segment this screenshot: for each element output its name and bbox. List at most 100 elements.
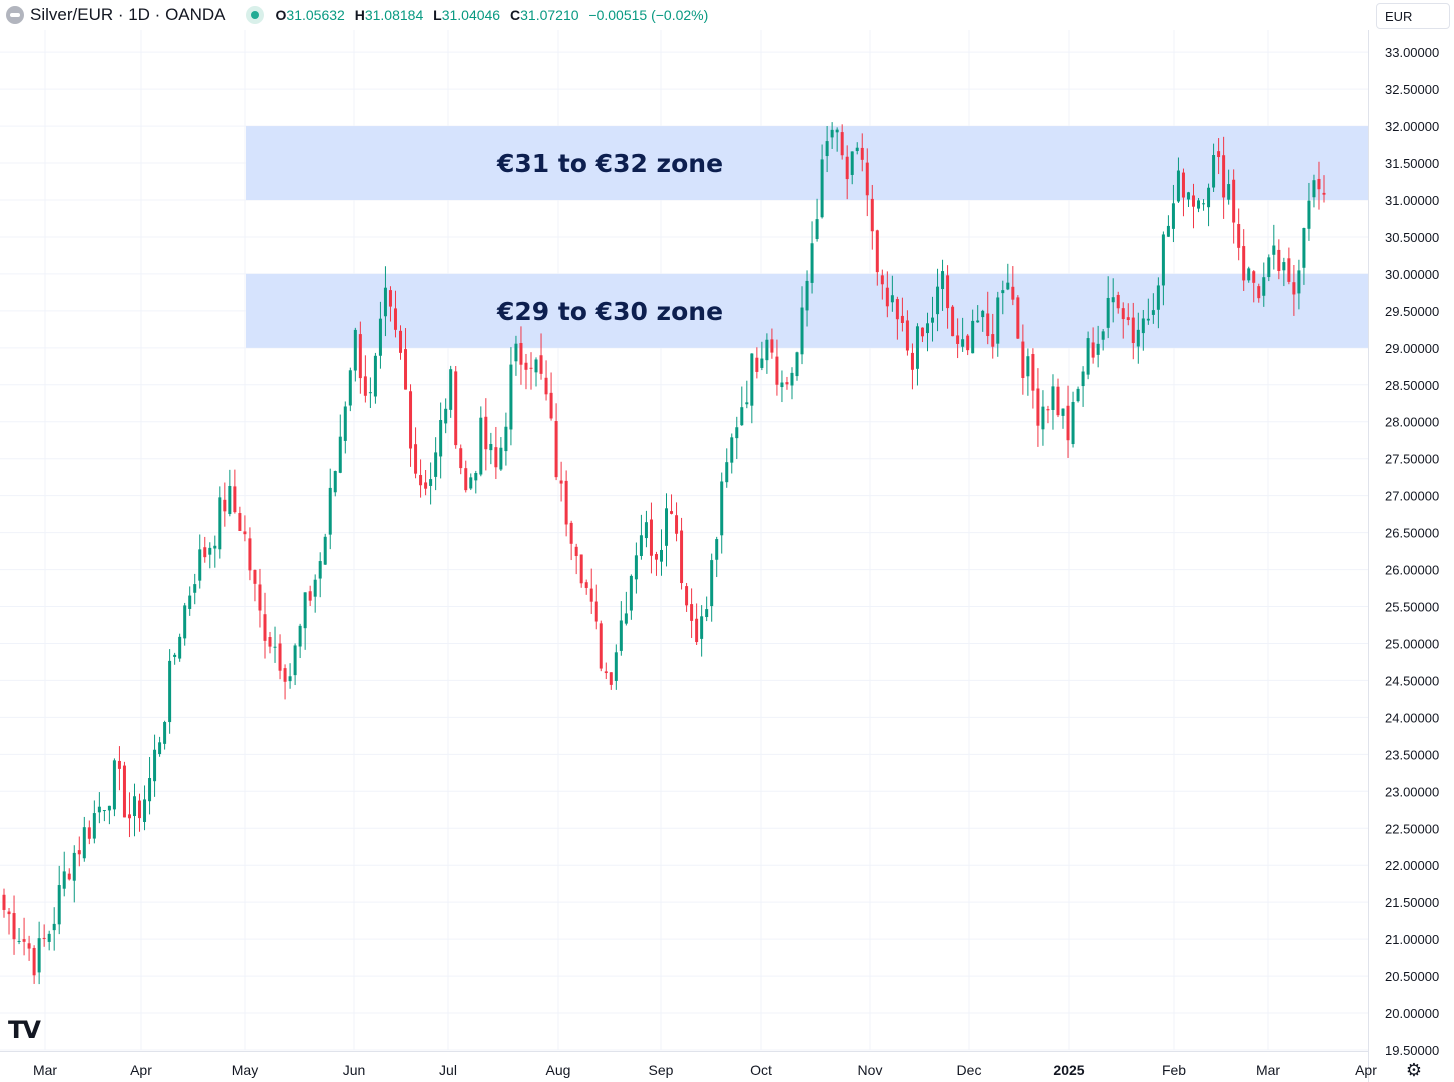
candle-body[interactable] [845,156,849,180]
candle-body[interactable] [589,588,593,602]
candle-body[interactable] [1041,406,1045,430]
candle-body[interactable] [494,447,498,468]
candle-body[interactable] [1197,200,1201,209]
candle-body[interactable] [419,475,423,486]
candle-body[interactable] [770,339,774,353]
candle-body[interactable] [122,765,126,818]
candle-body[interactable] [885,287,889,307]
zone-band[interactable] [246,126,1368,200]
candle-body[interactable] [670,511,674,514]
candle-body[interactable] [293,645,297,676]
candle-body[interactable] [614,652,618,681]
candle-body[interactable] [273,646,277,648]
candle-body[interactable] [1312,180,1316,198]
candle-body[interactable] [414,444,418,474]
candle-body[interactable] [163,722,167,744]
candle-body[interactable] [383,287,387,317]
candle-body[interactable] [218,497,222,550]
candle-body[interactable] [148,778,152,802]
candle-body[interactable] [1151,310,1155,315]
candle-body[interactable] [559,480,563,484]
candle-body[interactable] [740,407,744,426]
candle-body[interactable] [554,421,558,478]
candle-body[interactable] [1141,318,1145,334]
candle-body[interactable] [1001,290,1005,294]
candle-body[interactable] [925,323,929,334]
candle-body[interactable] [1232,179,1236,223]
candle-body[interactable] [1111,297,1115,303]
candle-body[interactable] [1171,203,1175,229]
candle-body[interactable] [815,219,819,240]
candle-body[interactable] [805,280,809,311]
candle-body[interactable] [1247,268,1251,281]
candle-body[interactable] [208,547,212,555]
candle-body[interactable] [680,530,684,584]
candle-body[interactable] [675,515,679,534]
candle-body[interactable] [87,827,91,839]
candle-body[interactable] [850,151,854,175]
candle-body[interactable] [865,162,869,196]
candle-body[interactable] [1136,329,1140,347]
candle-body[interactable] [107,805,111,811]
candle-body[interactable] [1031,354,1035,391]
candle-body[interactable] [67,873,71,880]
candle-body[interactable] [338,436,342,473]
candle-body[interactable] [399,330,403,353]
candle-body[interactable] [1252,271,1256,283]
candle-body[interactable] [1051,386,1055,410]
candle-body[interactable] [665,508,669,546]
candle-body[interactable] [1222,155,1226,198]
candle-body[interactable] [102,810,106,812]
candle-body[interactable] [1267,257,1271,278]
candle-body[interactable] [604,671,608,674]
candle-body[interactable] [549,392,553,419]
candle-body[interactable] [328,487,332,535]
candle-body[interactable] [594,601,598,622]
candle-body[interactable] [1287,258,1291,282]
candle-body[interactable] [690,604,694,621]
candle-body[interactable] [1146,318,1150,321]
candle-body[interactable] [1302,228,1306,268]
candle-body[interactable] [62,871,66,889]
candle-body[interactable] [288,676,292,682]
candle-body[interactable] [1131,317,1135,344]
candle-body[interactable] [1056,386,1060,416]
candle-body[interactable] [895,299,899,320]
candle-body[interactable] [358,334,362,379]
candle-body[interactable] [875,230,879,273]
candle-body[interactable] [27,943,31,949]
candle-body[interactable] [1242,246,1246,281]
candle-body[interactable] [434,452,438,477]
candle-body[interactable] [890,295,894,303]
candle-body[interactable] [624,613,628,624]
candle-body[interactable] [138,800,142,819]
candle-body[interactable] [659,549,663,562]
candle-body[interactable] [956,335,960,344]
candle-body[interactable] [97,806,101,813]
candle-body[interactable] [855,147,859,152]
candle-body[interactable] [790,372,794,386]
candle-body[interactable] [153,749,157,782]
candle-body[interactable] [524,362,528,370]
candle-body[interactable] [253,569,257,584]
candle-body[interactable] [243,531,247,535]
candle-body[interactable] [971,320,975,354]
candle-body[interactable] [946,275,950,309]
candle-body[interactable] [1297,270,1301,294]
candle-body[interactable] [1026,356,1030,377]
candle-body[interactable] [840,132,844,156]
candle-body[interactable] [1076,388,1080,402]
candle-body[interactable] [514,343,518,362]
candle-body[interactable] [1176,170,1180,202]
candle-body[interactable] [373,355,377,397]
candle-body[interactable] [715,539,719,560]
gear-icon[interactable]: ⚙ [1405,1060,1423,1080]
candle-body[interactable] [198,549,202,581]
candle-body[interactable] [1272,245,1276,255]
candle-body[interactable] [765,339,769,361]
candle-body[interactable] [705,609,709,618]
candle-body[interactable] [1186,192,1190,200]
candle-body[interactable] [1156,285,1160,310]
candle-body[interactable] [1036,388,1040,426]
